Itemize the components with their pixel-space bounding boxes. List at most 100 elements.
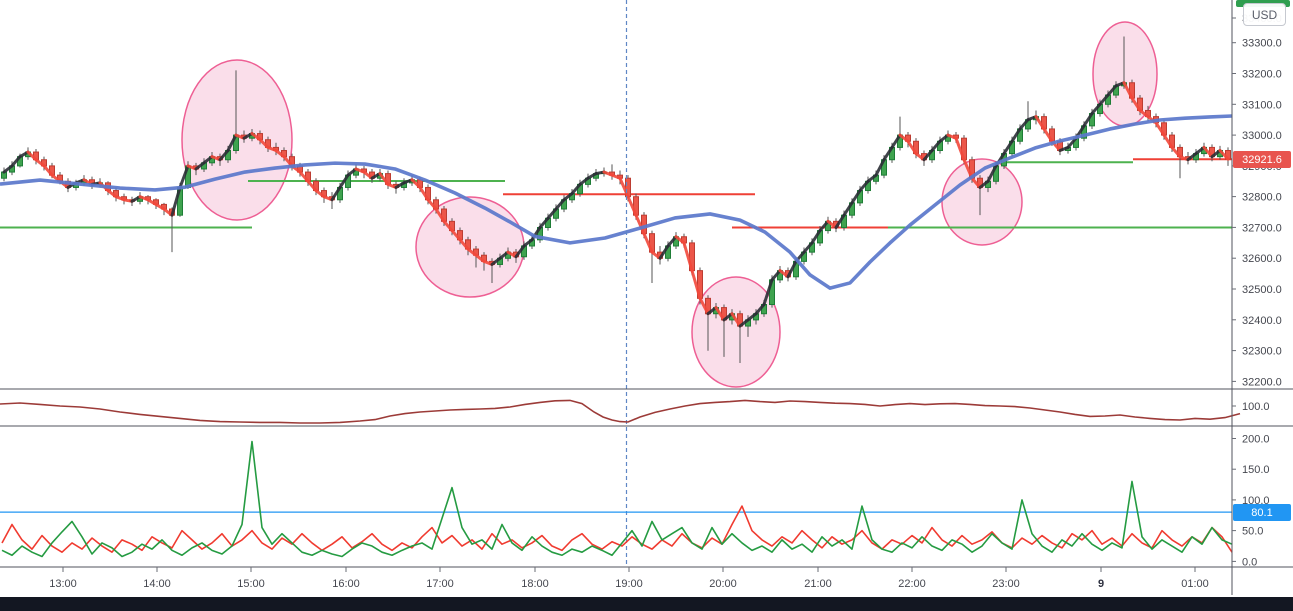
date-label: 9: [1098, 578, 1104, 590]
trend-segment: [362, 170, 374, 180]
time-label: 14:00: [143, 578, 171, 590]
time-scale[interactable]: 13:00 14:00 15:00 16:00 17:00 18:00 19:00 20:00…: [49, 567, 1209, 590]
trend-segment: [1106, 84, 1118, 97]
price-tick-label: 150.0: [1242, 464, 1270, 476]
time-label: 13:00: [49, 578, 77, 590]
trend-segment: [954, 136, 966, 162]
trend-segment: [1082, 112, 1094, 128]
trend-segment: [1042, 127, 1054, 143]
trend-segment: [914, 152, 926, 162]
trend-segment: [970, 176, 982, 189]
last-price-label: 32921.6: [1233, 151, 1291, 168]
trend-segment: [714, 306, 726, 322]
trend-segment: [34, 158, 46, 168]
trend-segment: [434, 207, 446, 223]
price-tick-label: 200.0: [1242, 434, 1270, 446]
trend-segment: [874, 158, 886, 177]
trend-segment: [1122, 81, 1134, 100]
candlestick-series: [1, 36, 1231, 364]
trend-segment: [778, 269, 790, 279]
trend-segment: [514, 244, 526, 259]
ma-line: [0, 114, 1233, 290]
trend-segment: [618, 176, 630, 199]
trend-segment: [18, 150, 30, 159]
usd-currency-button[interactable]: USD: [1243, 3, 1286, 26]
ellipse-annotations: [181, 21, 1158, 388]
trend-segment: [666, 235, 678, 248]
trend-segment: [1218, 149, 1230, 161]
support-resistance-lines: [0, 158, 1232, 229]
time-label: 22:00: [898, 578, 926, 590]
trend-segment: [578, 176, 590, 186]
indicator-level-label: 80.1: [1233, 504, 1291, 521]
trend-segment: [194, 161, 206, 171]
trend-segment: [162, 207, 174, 217]
trend-segment: [338, 173, 350, 189]
highlight-ellipse: [941, 158, 1023, 246]
time-label: 15:00: [237, 578, 265, 590]
price-tick-label: 32800.0: [1242, 192, 1282, 204]
price-tick-label: 100.0: [1242, 495, 1270, 507]
price-tick-label: 32600.0: [1242, 253, 1282, 265]
trend-segment: [426, 198, 438, 211]
trend-segment: [10, 155, 22, 168]
trend-segment: [1210, 149, 1222, 159]
trend-segment: [498, 250, 510, 260]
trend-segment: [2, 164, 14, 174]
trend-segment: [522, 238, 534, 248]
time-label: 20:00: [709, 578, 737, 590]
trend-segment: [770, 269, 782, 282]
bottom-dark-strip: [0, 597, 1293, 611]
trend-segment: [1154, 121, 1166, 137]
trend-segment: [394, 181, 406, 189]
trend-segment: [810, 229, 822, 245]
trend-segment: [546, 207, 558, 220]
price-tick-label: 32200.0: [1242, 376, 1282, 388]
trend-segment: [890, 133, 902, 149]
trend-segment: [562, 192, 574, 202]
time-label: 21:00: [804, 578, 832, 590]
trend-segment: [882, 145, 894, 162]
trend-segment: [1034, 115, 1046, 131]
trend-segment: [538, 216, 550, 229]
trend-segment: [834, 213, 846, 229]
trend-segment: [762, 278, 774, 306]
trend-segment: [418, 185, 430, 202]
price-tick-label: 32500.0: [1242, 284, 1282, 296]
trend-segment: [706, 306, 718, 316]
trend-segment: [410, 178, 422, 189]
trend-segment: [490, 256, 502, 266]
trend-segment: [674, 235, 686, 245]
trend-segment: [1162, 133, 1174, 149]
price-scale[interactable]: 33400.033300.033200.033100.033000.032900…: [1232, 13, 1282, 568]
trend-segment: [858, 179, 870, 193]
red-line: [1, 505, 1233, 553]
trend-segment: [658, 244, 670, 260]
trend-segment: [450, 229, 462, 242]
price-tick-label: 100.0: [1242, 401, 1270, 413]
trend-segment: [442, 219, 454, 233]
trend-segment: [250, 132, 262, 142]
trend-segment: [850, 189, 862, 205]
trend-segment: [930, 139, 942, 152]
trend-segment: [106, 189, 118, 199]
trend-segment: [1098, 93, 1110, 106]
trend-segment: [866, 173, 878, 183]
trend-segment: [314, 189, 326, 199]
trend-segment: [1010, 127, 1022, 143]
trend-segment: [26, 150, 38, 162]
trend-segment: [818, 219, 830, 233]
green-line: [1, 440, 1233, 558]
trend-segment: [802, 241, 814, 254]
trend-segment: [346, 167, 358, 177]
trend-segment: [226, 133, 238, 152]
trend-segment: [330, 185, 342, 202]
trend-segment: [42, 164, 54, 177]
trend-segment: [842, 201, 854, 217]
trend-segment: [378, 172, 390, 186]
trend-segment: [642, 232, 654, 254]
trend-segment: [178, 164, 190, 189]
